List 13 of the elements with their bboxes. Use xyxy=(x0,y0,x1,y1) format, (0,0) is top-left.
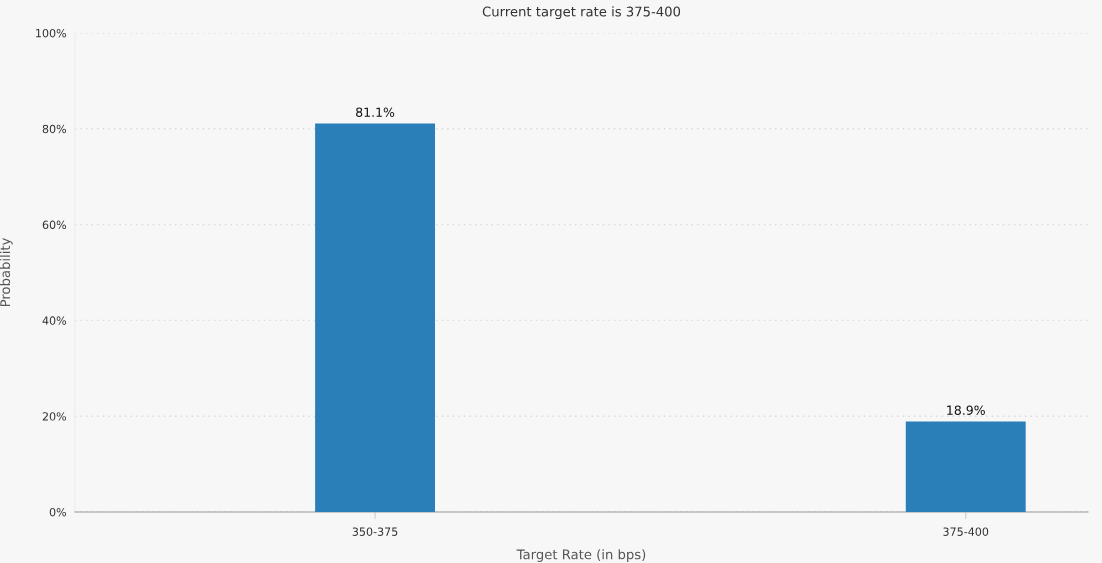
y-tick-label: 60% xyxy=(42,220,67,229)
y-tick-label: 20% xyxy=(42,412,67,421)
x-tick-label: 350-375 xyxy=(352,527,398,536)
data-label: 18.9% xyxy=(947,405,985,415)
y-tick-label: 100% xyxy=(36,28,67,38)
x-tick-label: 375-400 xyxy=(943,527,989,536)
y-tick-label: 80% xyxy=(42,124,67,134)
y-tick-label: 0% xyxy=(49,507,67,517)
data-label: 81.1% xyxy=(356,107,395,117)
x-axis-title: Target Rate (in bps) xyxy=(516,549,646,562)
y-tick-label: 40% xyxy=(42,316,67,325)
chart-title: Current target rate is 375-400 xyxy=(482,6,681,20)
y-axis-title: Probability xyxy=(0,238,13,307)
